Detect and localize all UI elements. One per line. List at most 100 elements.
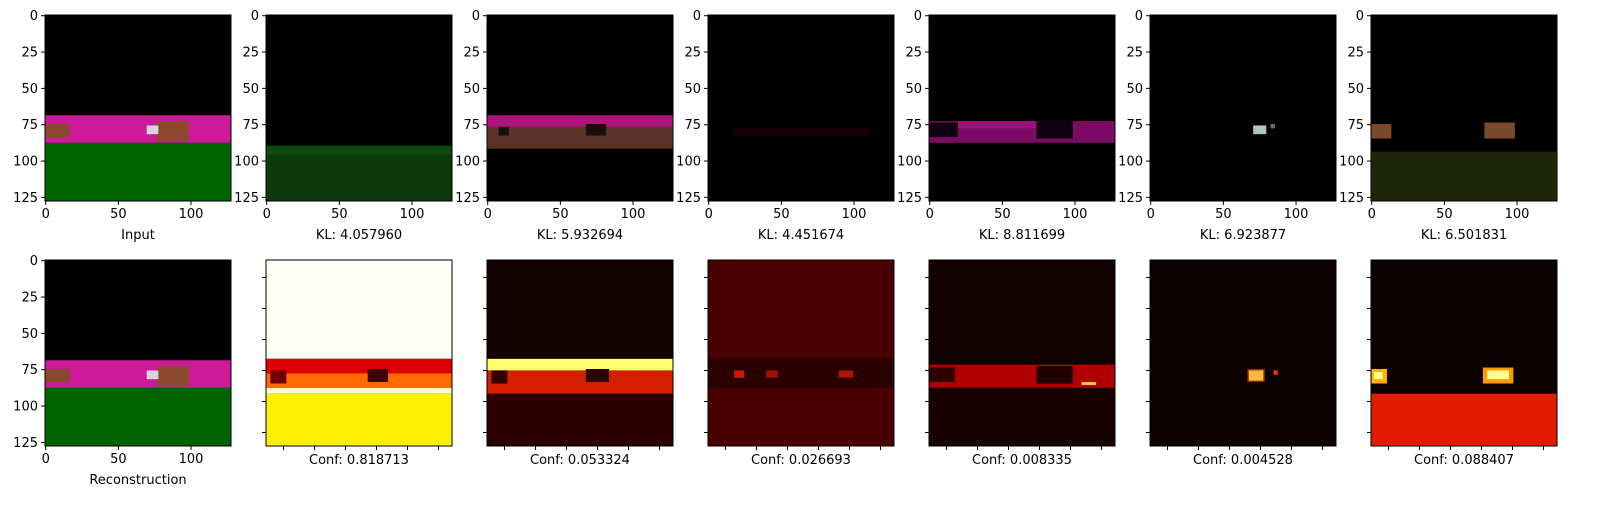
heat-top — [1371, 260, 1557, 394]
panel-r0-c2: 0 50 100 0 25 50 75 100 125 KL: 5.932694 — [455, 9, 674, 243]
y-tick-label: 25 — [242, 46, 259, 61]
panel-r1-c2: Conf: 0.053324 — [483, 259, 674, 468]
x-tick-label: 100 — [842, 207, 867, 222]
y-tick-label: 75 — [21, 118, 38, 133]
panel-xlabel: Conf: 0.818713 — [309, 453, 409, 468]
y-tick-label: 125 — [13, 191, 38, 206]
object-left — [45, 123, 70, 138]
panel-xlabel: Conf: 0.008335 — [972, 453, 1072, 468]
y-tick-label: 0 — [251, 9, 259, 24]
object-small — [1253, 125, 1267, 135]
object-left-shadow — [929, 122, 959, 138]
wall-region — [487, 115, 673, 127]
panel-image — [708, 15, 894, 201]
x-tick-label: 50 — [110, 207, 127, 222]
x-tick-label: 0 — [1147, 207, 1155, 222]
object-right — [156, 366, 189, 387]
y-tick-label: 100 — [897, 155, 922, 170]
y-tick-label: 50 — [21, 82, 38, 97]
object-left-shadow — [498, 126, 509, 136]
panel-frame — [44, 14, 232, 202]
panel-frame — [928, 259, 1116, 447]
y-tick-label: 25 — [684, 46, 701, 61]
y-tick-label: 0 — [914, 9, 922, 24]
x-tick-label: 50 — [773, 207, 790, 222]
x-tick-label: 0 — [926, 207, 934, 222]
heat-band-white — [266, 387, 452, 394]
wall-lower — [487, 126, 673, 149]
x-tick-label: 0 — [263, 207, 271, 222]
heat-object-right — [1036, 366, 1073, 384]
heat-object-left-core — [1373, 371, 1383, 380]
x-tick-label: 50 — [110, 452, 127, 467]
panel-image — [487, 260, 673, 446]
heat-top — [708, 260, 894, 359]
floor-region — [45, 142, 231, 201]
y-tick-label: 75 — [463, 118, 480, 133]
panel-r1-c1: Conf: 0.818713 — [262, 259, 453, 468]
y-tick-label: 125 — [1118, 191, 1143, 206]
x-tick-label: 100 — [179, 207, 204, 222]
object-left — [1371, 123, 1392, 139]
wall-region — [45, 360, 231, 388]
panel-image — [708, 260, 894, 446]
panel-r1-c3: Conf: 0.026693 — [704, 259, 895, 468]
faint-band — [734, 128, 868, 136]
y-tick-label: 50 — [1126, 82, 1143, 97]
y-tick-label: 75 — [1126, 118, 1143, 133]
y-tick-label: 125 — [234, 191, 259, 206]
panel-image — [45, 15, 231, 201]
heat-object-left — [929, 367, 956, 383]
panel-frame — [707, 259, 895, 447]
panel-frame — [44, 259, 232, 447]
x-tick-label: 50 — [331, 207, 348, 222]
y-tick-label: 25 — [21, 291, 38, 306]
y-tick-label: 75 — [684, 118, 701, 133]
y-tick-label: 50 — [905, 82, 922, 97]
panel-frame — [707, 14, 895, 202]
panel-frame — [1149, 14, 1337, 202]
heat-object-tiny — [1273, 370, 1278, 375]
panel-frame — [486, 259, 674, 447]
heat-spot-3 — [838, 370, 854, 378]
floor-region — [1371, 151, 1557, 201]
heat-bottom — [1371, 393, 1557, 446]
y-tick-label: 75 — [905, 118, 922, 133]
panel-image — [1150, 15, 1336, 201]
panel-xlabel: KL: 6.923877 — [1200, 228, 1286, 243]
y-tick-label: 0 — [30, 254, 38, 269]
panel-image — [45, 260, 231, 446]
y-tick-label: 50 — [684, 82, 701, 97]
x-tick-label: 100 — [621, 207, 646, 222]
y-tick-label: 25 — [463, 46, 480, 61]
panel-xlabel: Conf: 0.053324 — [530, 453, 630, 468]
heat-bottom — [708, 387, 894, 446]
floor-region — [266, 145, 452, 201]
y-tick-label: 125 — [455, 191, 480, 206]
x-tick-label: 100 — [1284, 207, 1309, 222]
y-tick-label: 25 — [21, 46, 38, 61]
x-tick-label: 50 — [552, 207, 569, 222]
floor-region — [45, 387, 231, 446]
image-background — [929, 15, 1115, 201]
panel-image — [266, 15, 452, 201]
panel-xlabel: KL: 4.451674 — [758, 228, 844, 243]
heat-top — [1150, 260, 1336, 446]
object-right-shadow — [585, 123, 607, 136]
heat-bottom — [929, 387, 1115, 446]
y-tick-label: 0 — [472, 9, 480, 24]
heat-object-halo — [1247, 368, 1265, 383]
panel-r1-c5: Conf: 0.004528 — [1146, 259, 1337, 468]
panel-frame — [928, 14, 1116, 202]
panel-frame — [1370, 259, 1558, 447]
heat-object-left — [270, 370, 287, 384]
image-background — [1150, 15, 1336, 201]
panel-xlabel: Input — [121, 228, 155, 243]
y-tick-label: 100 — [234, 155, 259, 170]
y-tick-label: 100 — [1339, 155, 1364, 170]
panel-image — [929, 15, 1115, 201]
y-tick-label: 100 — [13, 400, 38, 415]
y-tick-label: 25 — [1126, 46, 1143, 61]
panel-r1-c6: Conf: 0.088407 — [1367, 259, 1558, 468]
